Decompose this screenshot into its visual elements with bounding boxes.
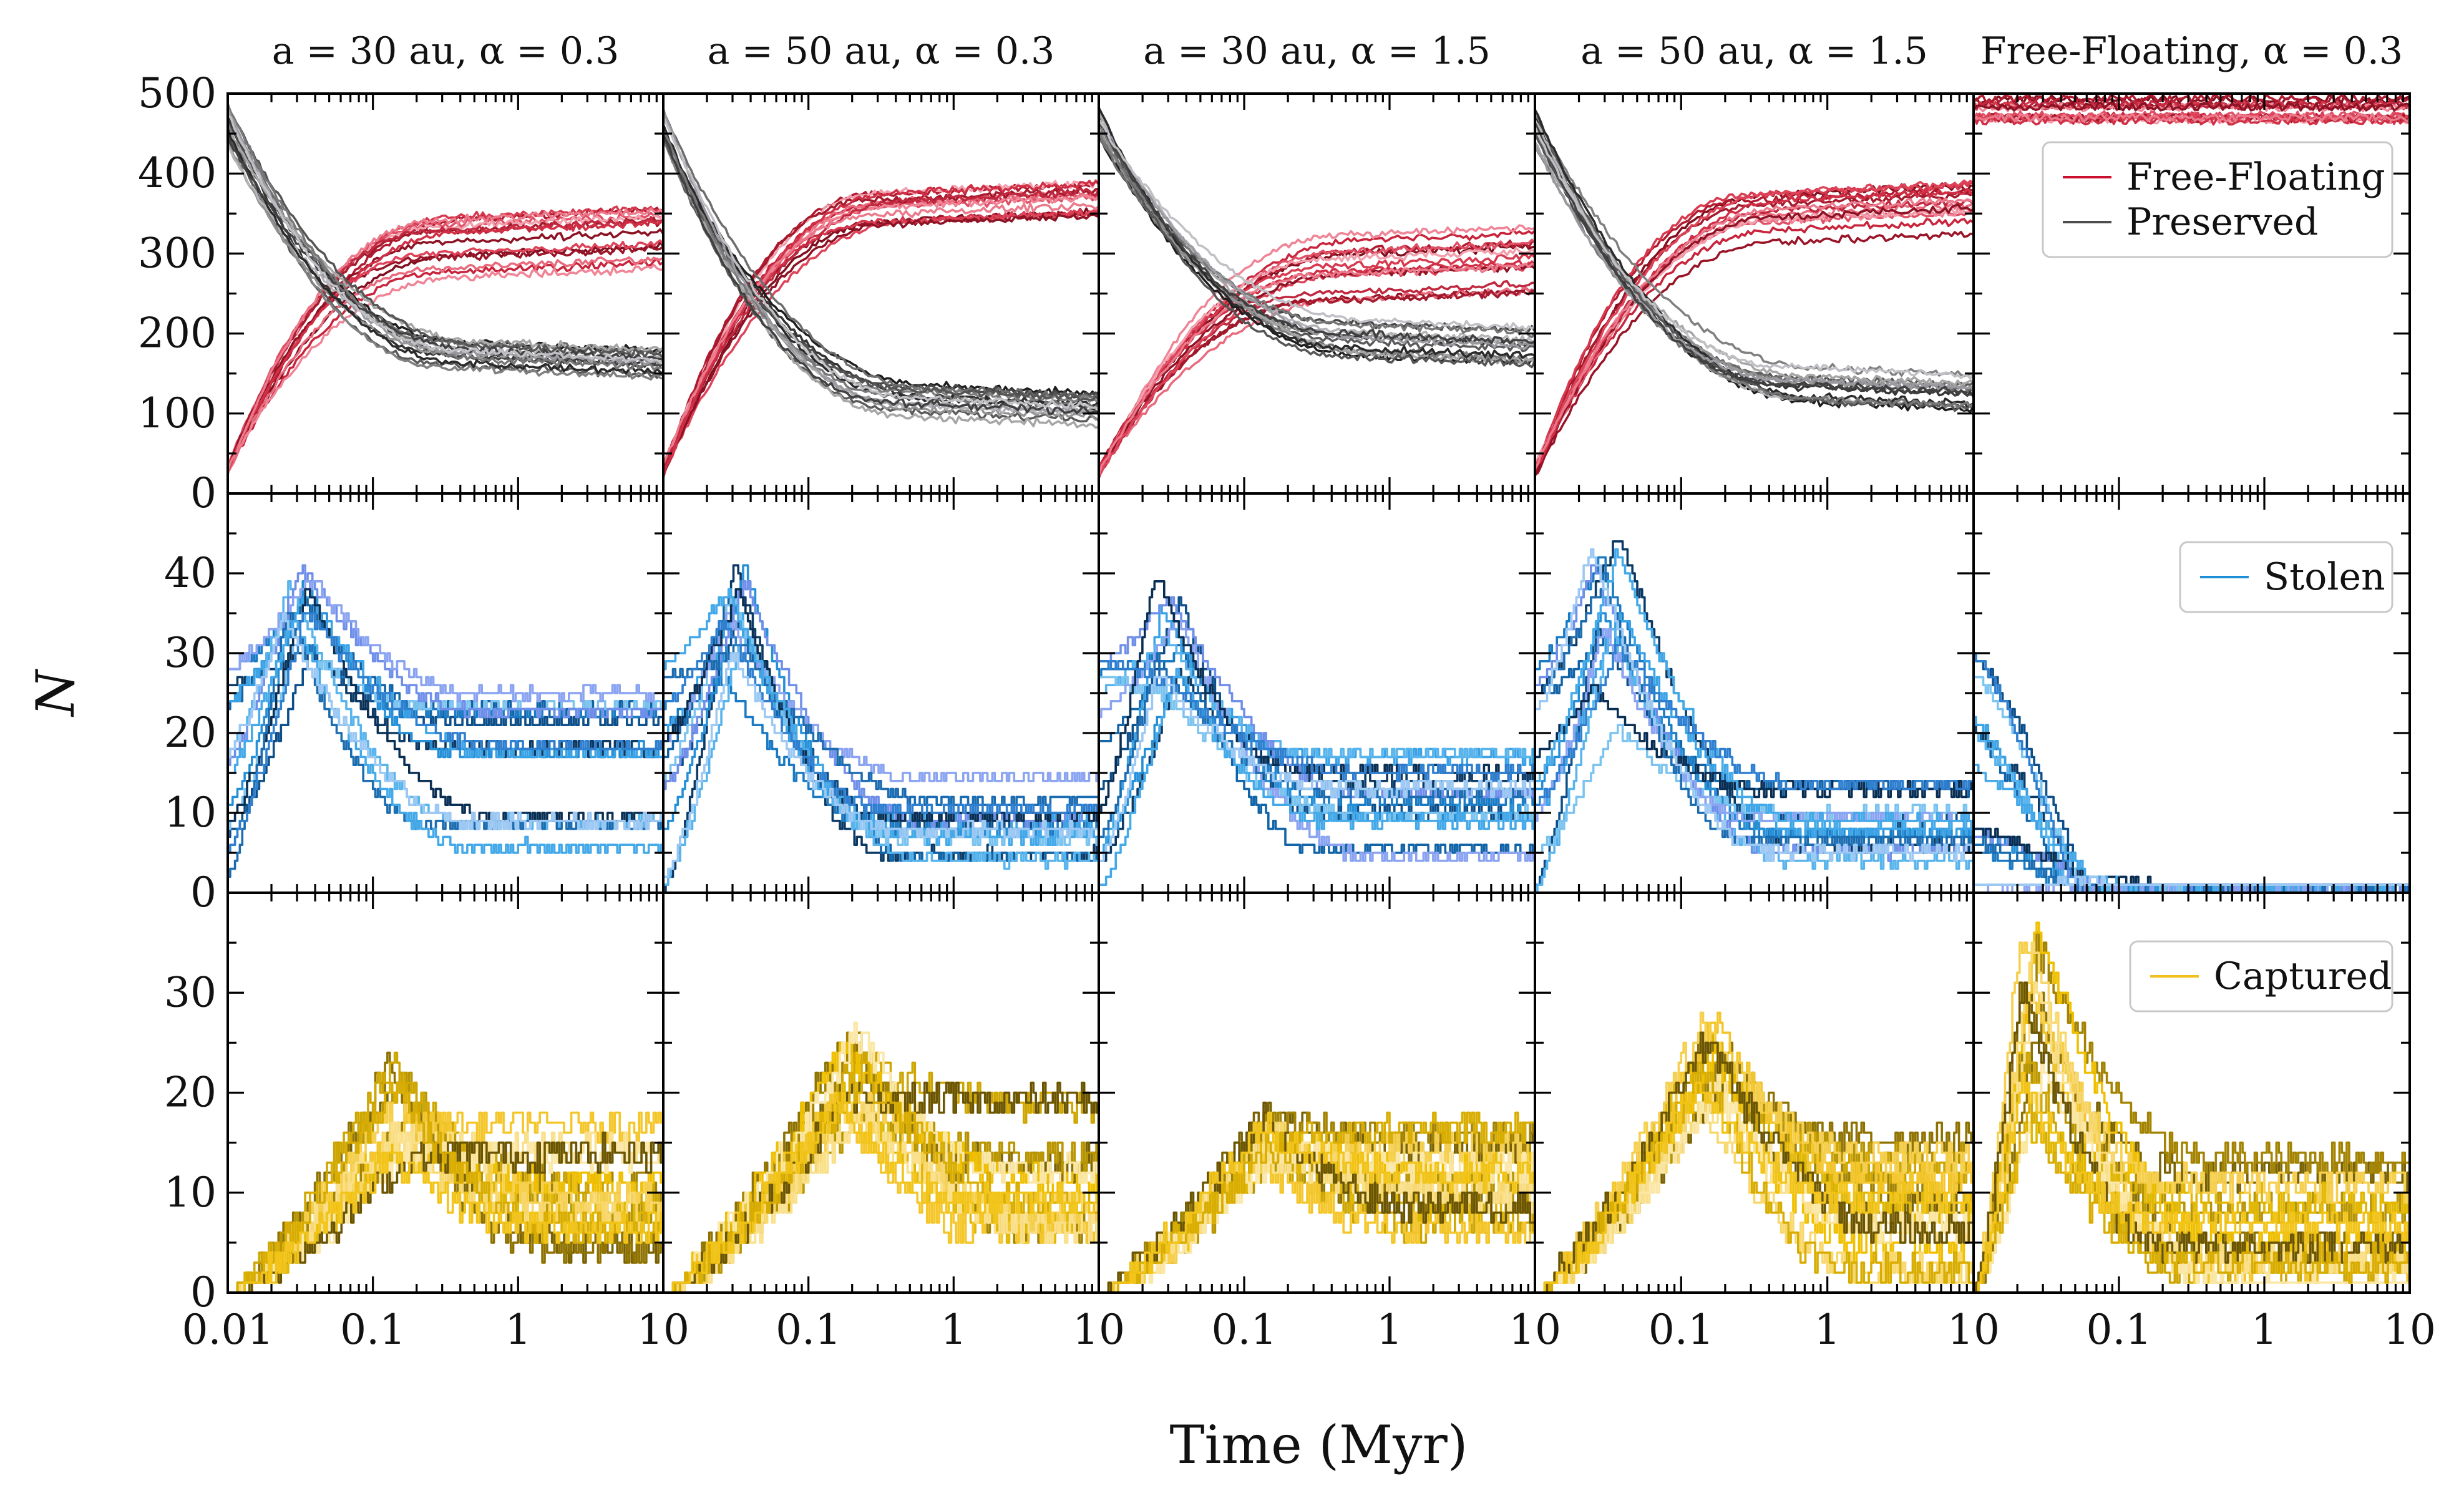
- panel-r1-c3: a = 30 au, α = 1.5: [1099, 29, 1535, 493]
- series-line-stolen-run-9: [663, 581, 1099, 829]
- x-tick-label: 1: [940, 1306, 967, 1354]
- series-line-stolen-run-9: [1974, 829, 2410, 893]
- legend-label: Preserved: [2126, 200, 2318, 244]
- series-layer: [663, 109, 1099, 477]
- panel-r3-c4: 0.1 1 10: [1535, 893, 2000, 1354]
- x-tick-label: 10: [1509, 1306, 1561, 1354]
- panel-r2-c2: [663, 493, 1099, 893]
- legend-label: Stolen: [2264, 555, 2385, 599]
- x-tick-label: 0.1: [1212, 1306, 1277, 1354]
- y-tick-label: 400: [138, 149, 217, 197]
- x-tick-label: 0.1: [776, 1306, 841, 1354]
- y-tick-label: 0: [190, 469, 217, 517]
- series-layer: [1974, 95, 2410, 125]
- x-axis-label: Time (Myr): [1169, 1414, 1468, 1475]
- x-tick-label: 1: [2251, 1306, 2277, 1354]
- series-line-free-floating-run-1: [1535, 183, 1974, 474]
- series-layer: [1535, 1013, 1974, 1293]
- y-tick-label: 100: [138, 389, 217, 437]
- y-tick-label: 30: [164, 629, 217, 677]
- column-title: a = 50 au, α = 1.5: [1580, 29, 1928, 73]
- panel-r2-c1: 0 10 20 30 40: [164, 493, 663, 916]
- series-layer: [228, 1052, 663, 1293]
- series-layer: [663, 565, 1099, 893]
- column-title: a = 30 au, α = 0.3: [272, 29, 620, 73]
- y-tick-label: 30: [164, 968, 217, 1016]
- legend: Captured: [2130, 941, 2392, 1011]
- y-tick-label: 10: [164, 1168, 217, 1217]
- y-tick-label: 40: [164, 549, 217, 597]
- series-layer: [1535, 542, 1974, 893]
- x-tick-label: 0.1: [1648, 1306, 1714, 1354]
- y-tick-label: 300: [138, 229, 217, 277]
- series-line-stolen-run-5: [1535, 613, 1974, 837]
- series-line-stolen-run-14: [1099, 661, 1535, 781]
- x-tick-label: 10: [1073, 1306, 1125, 1354]
- x-tick-label: 0.01: [182, 1306, 274, 1354]
- series-line-stolen-run-15: [1974, 877, 2410, 885]
- x-tick-label: 10: [2384, 1306, 2436, 1354]
- panel-r1-c2: a = 50 au, α = 0.3: [663, 29, 1099, 493]
- y-tick-label: 0: [190, 868, 217, 916]
- column-title: a = 50 au, α = 0.3: [708, 29, 1055, 73]
- series-layer: [228, 104, 663, 474]
- panel-r2-c3: [1099, 493, 1535, 893]
- series-line-free-floating-run-11: [1099, 281, 1535, 478]
- y-tick-label: 10: [164, 789, 217, 837]
- x-tick-label: 1: [1814, 1306, 1841, 1354]
- series-line-stolen-run-6: [1535, 613, 1974, 837]
- y-tick-label: 500: [138, 69, 217, 117]
- panel-frame: [663, 94, 1099, 493]
- y-axis-label: N: [25, 669, 86, 717]
- series-line-stolen-run-11: [1535, 685, 1974, 797]
- x-tick-label: 0.1: [2087, 1306, 2152, 1354]
- x-tick-label: 1: [1376, 1306, 1403, 1354]
- panel-r3-c2: 0.1 1 10: [663, 893, 1125, 1354]
- series-layer: [1099, 581, 1535, 885]
- panel-r1-c1: 0 100 200 300 400 500 a = 30 au, α = 0.3: [138, 29, 663, 517]
- column-title: a = 30 au, α = 1.5: [1143, 29, 1491, 73]
- x-tick-label: 10: [1947, 1306, 2000, 1354]
- legend-label: Free-Floating: [2126, 155, 2385, 199]
- y-tick-label: 20: [164, 1069, 217, 1117]
- x-tick-label: 0.1: [340, 1306, 406, 1354]
- series-layer: [1099, 1103, 1535, 1293]
- series-line-preserved-run-7: [1099, 131, 1535, 345]
- legend: Stolen: [2180, 542, 2392, 612]
- series-layer: [1535, 110, 1974, 476]
- y-tick-label: 20: [164, 709, 217, 757]
- series-layer: [1974, 653, 2410, 893]
- legend: Free-FloatingPreserved: [2043, 142, 2392, 257]
- legend-label: Captured: [2214, 955, 2392, 998]
- panel-r1-c4: a = 50 au, α = 1.5: [1535, 29, 1974, 493]
- series-line-stolen-run-1: [1974, 725, 2410, 893]
- panel-frame: [1535, 94, 1974, 493]
- series-layer: [1099, 108, 1535, 478]
- column-title: Free-Floating, α = 0.3: [1980, 29, 2403, 73]
- panel-frame: [228, 94, 663, 493]
- panel-r2-c5: Stolen: [1974, 493, 2410, 893]
- panel-r2-c4: [1535, 493, 1974, 893]
- figure: 0100200300400500a = 30 au, α = 0.3 a = 50…: [0, 0, 2464, 1501]
- panel-r1-c5: Free-Floating, α = 0.3 Free-FloatingPrese…: [1974, 29, 2410, 493]
- series-layer: [228, 565, 663, 877]
- panel-r3-c3: 0.1 1 10: [1099, 893, 1561, 1354]
- panel-r3-c5: 0.1 1 10 Captured: [1974, 893, 2436, 1354]
- x-tick-label: 1: [505, 1306, 531, 1354]
- x-tick-label: 10: [637, 1306, 689, 1354]
- panel-r3-c1: 0 10 20 30 0.01 0.1 1 10: [164, 893, 689, 1354]
- y-tick-label: 200: [138, 309, 217, 357]
- series-layer: [663, 1023, 1099, 1293]
